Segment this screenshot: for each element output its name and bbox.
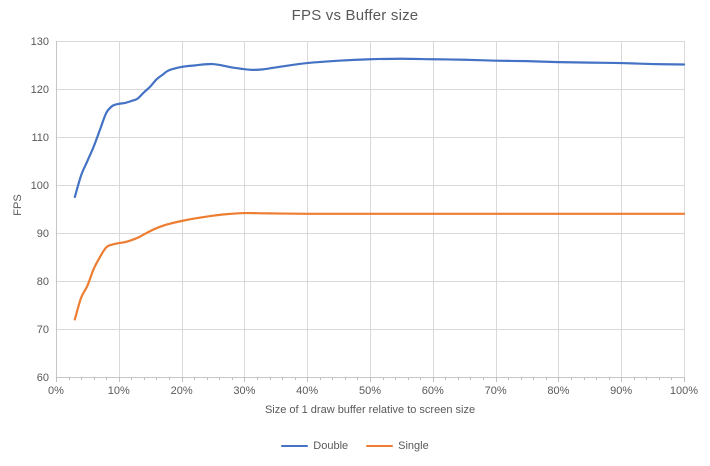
y-tick-label: 110 <box>31 132 49 144</box>
legend-label-single: Single <box>398 440 429 452</box>
y-tick-label: 90 <box>37 228 49 240</box>
y-tick-label: 130 <box>31 36 49 48</box>
x-tick-label: 50% <box>359 385 381 397</box>
x-tick-label: 100% <box>670 385 698 397</box>
x-tick-label: 40% <box>296 385 318 397</box>
y-tick-label: 100 <box>31 180 49 192</box>
x-tick-label: 20% <box>171 385 193 397</box>
legend-item-single: Single <box>366 440 429 452</box>
x-tick-label: 60% <box>422 385 444 397</box>
y-tick-label: 120 <box>31 84 49 96</box>
x-tick-label: 30% <box>233 385 255 397</box>
y-tick-label: 80 <box>37 276 49 288</box>
x-tick-label: 70% <box>485 385 507 397</box>
x-tick-label: 80% <box>547 385 569 397</box>
legend-line-swatch-double <box>281 444 309 448</box>
x-tick-label: 90% <box>610 385 632 397</box>
legend-label-double: Double <box>313 440 349 452</box>
series-line-double <box>73 57 686 199</box>
y-tick-label: 60 <box>37 372 49 384</box>
legend-item-double: Double <box>281 440 348 452</box>
chart-title: FPS vs Buffer size <box>291 7 419 24</box>
x-axis-title: Size of 1 draw buffer relative to screen… <box>264 404 476 416</box>
x-tick-label: 0% <box>48 385 64 397</box>
y-tick-label: 70 <box>37 324 49 336</box>
series-line-single <box>73 211 686 321</box>
y-axis-title: FPS <box>12 194 24 216</box>
legend-line-swatch-single <box>366 444 394 448</box>
legend: Double Single <box>0 440 710 452</box>
x-tick-label: 10% <box>108 385 130 397</box>
